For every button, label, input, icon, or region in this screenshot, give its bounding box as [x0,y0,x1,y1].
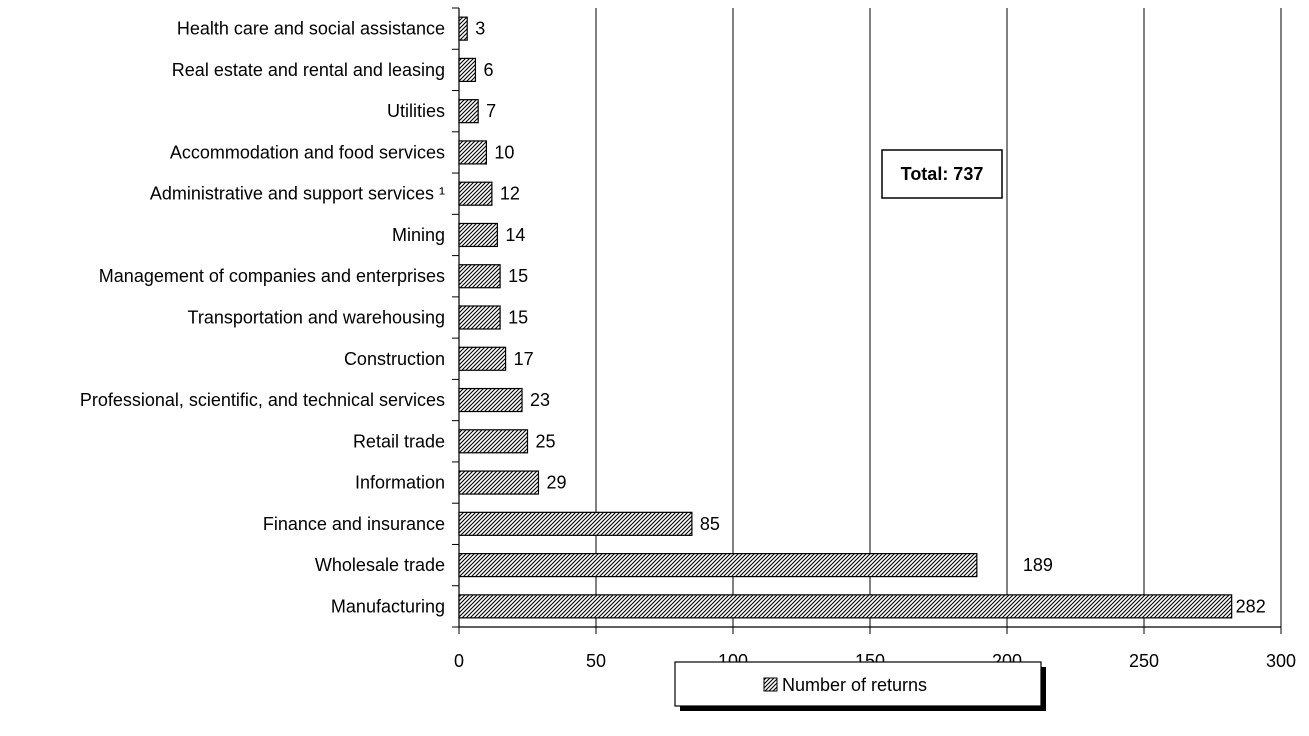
category-label: Finance and insurance [263,514,445,534]
value-labels: 3 6 7 10 12 14 15 15 17 23 25 29 85 189 282 [475,19,1266,617]
legend: Number of returns [674,661,1046,711]
category-label: Accommodation and food services [170,142,445,162]
bar [458,552,978,578]
bar [458,140,487,165]
category-label: Retail trade [353,431,445,451]
bar [458,594,1233,619]
x-tick-label: 0 [454,651,464,671]
bar [458,470,540,495]
legend-label: Number of returns [782,675,927,695]
category-label: Transportation and warehousing [188,308,446,328]
bar [458,511,693,536]
category-label: Real estate and rental and leasing [172,60,445,80]
value-label: 85 [700,514,720,534]
legend-box [674,661,1042,707]
category-label: Construction [344,349,445,369]
bar [458,99,479,124]
value-label: 14 [505,225,525,245]
bar [458,57,477,83]
bar [458,346,507,371]
value-label: 3 [475,19,485,39]
y-axis-ticks [452,7,459,628]
category-label: Information [355,473,445,493]
category-label: Administrative and support services ¹ [150,184,445,204]
gridlines [595,8,1282,627]
x-axis-ticks [458,627,1282,634]
bar [458,181,493,206]
value-label: 15 [508,266,528,286]
category-label: Mining [392,225,445,245]
value-label: 23 [530,390,550,410]
category-labels: Health care and social assistance Real es… [80,19,445,617]
value-label: 282 [1236,596,1266,616]
category-label: Wholesale trade [315,555,445,575]
total-annotation-text: Total: 737 [901,164,984,184]
value-label: 6 [483,60,493,80]
value-label: 17 [514,349,534,369]
x-tick-label: 50 [586,651,606,671]
value-label: 29 [546,473,566,493]
value-label: 10 [494,142,514,162]
category-label: Manufacturing [331,596,445,616]
bar [458,305,501,330]
x-tick-label: 300 [1266,651,1296,671]
bar [458,387,523,413]
bar [458,264,501,289]
category-label: Health care and social assistance [177,19,445,39]
bar [458,429,529,454]
legend-swatch [763,677,778,692]
x-tick-label: 250 [1129,651,1159,671]
bar [458,16,468,41]
bar [458,222,498,248]
total-annotation: Total: 737 [881,149,1003,199]
value-label: 189 [1023,555,1053,575]
category-label: Professional, scientific, and technical … [80,390,445,410]
category-label: Utilities [387,101,445,121]
category-label: Management of companies and enterprises [99,266,445,286]
value-label: 15 [508,308,528,328]
bars [458,16,1233,619]
total-annotation-box [881,149,1003,199]
value-label: 25 [536,431,556,451]
value-label: 12 [500,184,520,204]
value-label: 7 [486,101,496,121]
